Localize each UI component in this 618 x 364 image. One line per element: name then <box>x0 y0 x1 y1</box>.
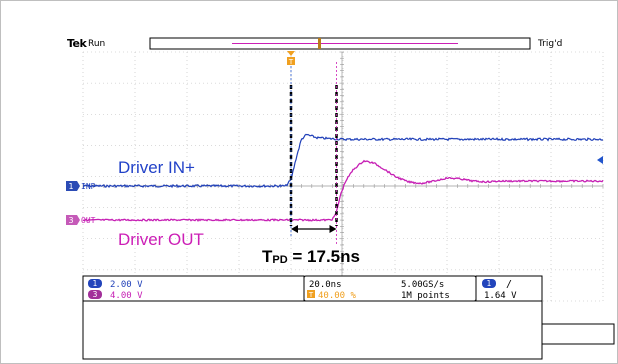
tpd-value: = 17.5ns <box>287 247 360 266</box>
record-view-marker <box>318 38 321 49</box>
trigger-source-badge: 1 <box>482 279 496 288</box>
svg-text:1: 1 <box>68 182 73 191</box>
trigger-position-glyph: T <box>288 58 294 66</box>
ch1-marker-label: INP <box>81 182 96 191</box>
ch3-marker-label: OUT <box>81 216 96 225</box>
inp-waveform <box>82 133 604 189</box>
trigger-slope: / <box>506 279 512 290</box>
ch1-ground-marker: 1 <box>66 181 80 191</box>
channel-readout-panel <box>82 275 305 302</box>
driver-out-label: Driver OUT <box>118 230 204 249</box>
measurement-panel <box>82 300 543 360</box>
svg-text:1: 1 <box>93 279 98 288</box>
tpd-label: TPD = 17.5ns <box>262 247 360 267</box>
out-waveform <box>82 159 604 222</box>
tpd-prefix: T <box>262 247 273 266</box>
ch3-ground-marker: 3 <box>66 215 80 225</box>
driver-in-label: Driver IN+ <box>118 158 195 177</box>
acquisition-status: Run <box>88 39 106 49</box>
ch3-scale: 4.00 V <box>110 291 143 301</box>
svg-text:1: 1 <box>487 279 492 288</box>
ch1-scale: 2.00 V <box>110 280 143 290</box>
svg-text:3: 3 <box>93 290 98 299</box>
side-panel <box>541 323 615 345</box>
trigger-level-arrow <box>597 156 603 164</box>
trigger-level: 1.64 V <box>484 291 517 301</box>
tpd-subscript: PD <box>272 254 288 266</box>
trigger-position-icon: T <box>307 290 315 299</box>
trigger-position-percent: 40.00 % <box>318 291 357 301</box>
timebase: 20.0ns <box>309 280 342 290</box>
sample-rate: 5.00GS/s <box>401 280 444 290</box>
ch1-scale-badge: 1 <box>88 279 102 288</box>
ch3-scale-badge: 3 <box>88 290 102 299</box>
tpd-arrow-head-right <box>329 225 337 233</box>
tek-logo: Tek <box>67 37 87 50</box>
trigger-status: Trig'd <box>538 39 563 49</box>
svg-text:T: T <box>308 291 314 299</box>
svg-text:3: 3 <box>68 216 73 225</box>
tpd-arrow-head-left <box>291 225 298 233</box>
trigger-position-marker <box>287 51 295 65</box>
record-length: 1M points <box>401 291 450 301</box>
